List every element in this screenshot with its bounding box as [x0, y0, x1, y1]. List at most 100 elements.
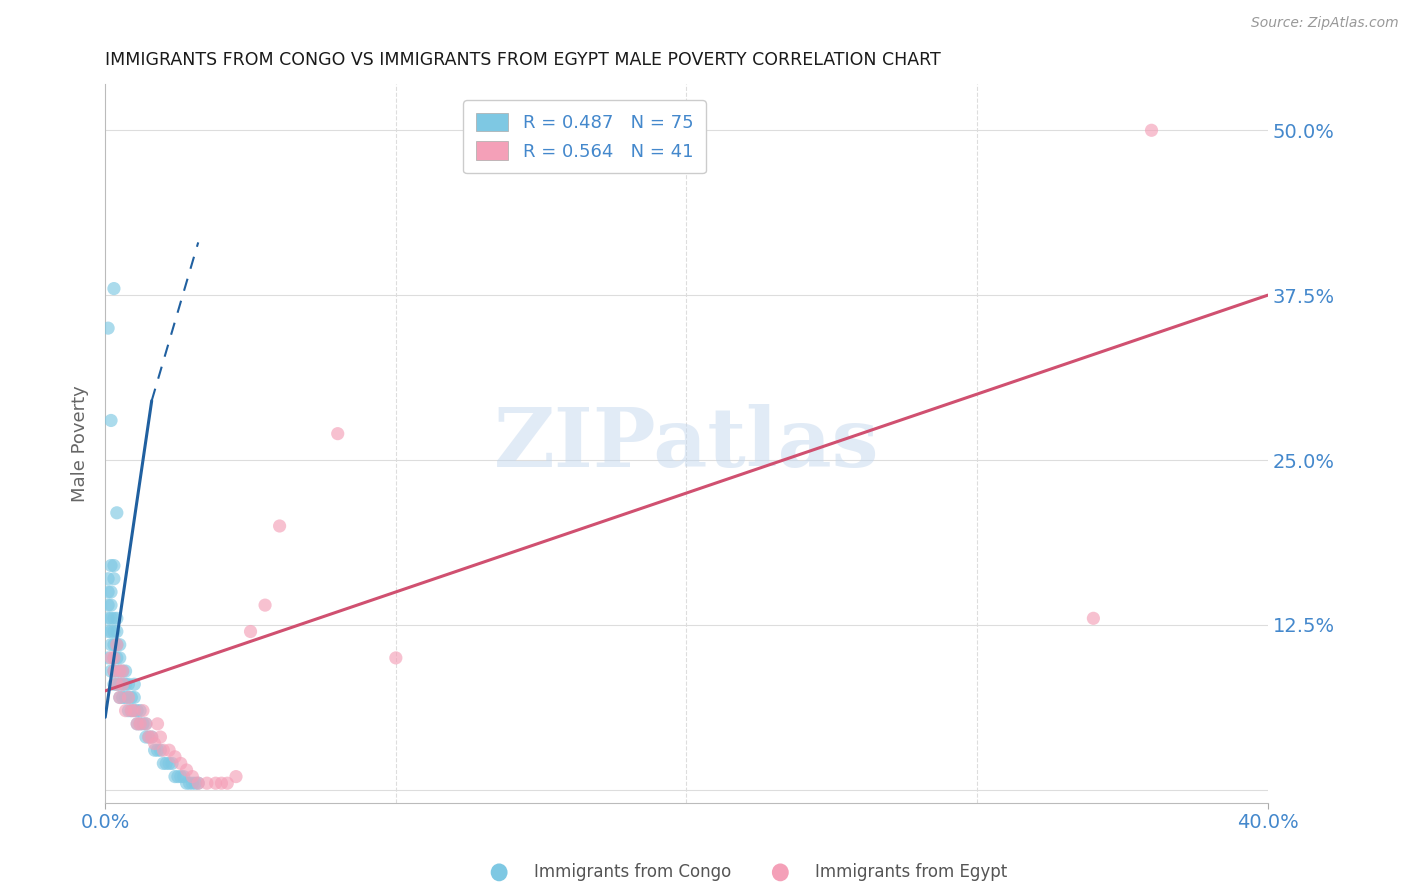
Point: [141, 730, 163, 744]
Point: [117, 677, 139, 691]
Point: [105, 677, 128, 691]
Point: [105, 506, 128, 520]
Point: [132, 704, 155, 718]
Point: [108, 664, 131, 678]
Point: [120, 704, 142, 718]
Point: [225, 770, 247, 784]
Point: [114, 690, 136, 705]
Point: [114, 677, 136, 691]
Point: [108, 638, 131, 652]
Point: [170, 770, 193, 784]
Point: [100, 413, 122, 427]
Point: [111, 677, 134, 691]
Point: [105, 651, 128, 665]
Point: [100, 664, 122, 678]
Text: Immigrants from Egypt: Immigrants from Egypt: [815, 863, 1008, 881]
Point: [146, 716, 169, 731]
Point: [97, 321, 120, 335]
Point: [100, 651, 122, 665]
Point: [195, 776, 218, 790]
Point: [149, 743, 172, 757]
Point: [97, 585, 120, 599]
Point: [127, 716, 149, 731]
Point: [114, 704, 136, 718]
Point: [103, 572, 125, 586]
Y-axis label: Male Poverty: Male Poverty: [72, 385, 89, 502]
Point: [114, 664, 136, 678]
Point: [141, 730, 163, 744]
Point: [117, 690, 139, 705]
Legend: R = 0.487   N = 75, R = 0.564   N = 41: R = 0.487 N = 75, R = 0.564 N = 41: [463, 100, 706, 173]
Point: [103, 651, 125, 665]
Point: [97, 611, 120, 625]
Point: [105, 624, 128, 639]
Point: [239, 624, 262, 639]
Point: [103, 611, 125, 625]
Point: [108, 664, 131, 678]
Point: [170, 756, 193, 771]
Point: [103, 677, 125, 691]
Point: [152, 743, 174, 757]
Point: [105, 611, 128, 625]
Text: ZIPatlas: ZIPatlas: [494, 403, 879, 483]
Point: [108, 690, 131, 705]
Point: [117, 690, 139, 705]
Point: [129, 716, 152, 731]
Point: [100, 598, 122, 612]
Point: [157, 743, 180, 757]
Point: [385, 651, 408, 665]
Point: [138, 730, 160, 744]
Point: [105, 638, 128, 652]
Point: [129, 704, 152, 718]
Point: [326, 426, 349, 441]
Point: [155, 756, 177, 771]
Point: [176, 763, 198, 777]
Point: [100, 558, 122, 573]
Point: [269, 519, 291, 533]
Point: [117, 704, 139, 718]
Point: [167, 770, 190, 784]
Point: [111, 664, 134, 678]
Point: [108, 651, 131, 665]
Point: [184, 776, 207, 790]
Point: [111, 677, 134, 691]
Point: [163, 770, 186, 784]
Point: [103, 664, 125, 678]
Point: [135, 716, 157, 731]
Point: [187, 776, 209, 790]
Point: [160, 756, 183, 771]
Point: [100, 624, 122, 639]
Point: [111, 690, 134, 705]
Point: [105, 638, 128, 652]
Point: [124, 704, 146, 718]
Point: [129, 716, 152, 731]
Point: [105, 664, 128, 678]
Point: [100, 638, 122, 652]
Point: [111, 664, 134, 678]
Point: [146, 743, 169, 757]
Point: [187, 776, 209, 790]
Point: [181, 770, 204, 784]
Point: [135, 730, 157, 744]
Point: [163, 749, 186, 764]
Point: [176, 776, 198, 790]
Point: [124, 690, 146, 705]
Point: [100, 611, 122, 625]
Point: [124, 704, 146, 718]
Point: [97, 624, 120, 639]
Point: [179, 776, 201, 790]
Point: [103, 664, 125, 678]
Point: [1140, 123, 1163, 137]
Point: [204, 776, 226, 790]
Point: [105, 677, 128, 691]
Point: [120, 690, 142, 705]
Text: Immigrants from Congo: Immigrants from Congo: [534, 863, 731, 881]
Point: [103, 558, 125, 573]
Point: [143, 737, 166, 751]
Point: [254, 598, 277, 612]
Point: [108, 690, 131, 705]
Point: [149, 730, 172, 744]
Point: [127, 704, 149, 718]
Text: IMMIGRANTS FROM CONGO VS IMMIGRANTS FROM EGYPT MALE POVERTY CORRELATION CHART: IMMIGRANTS FROM CONGO VS IMMIGRANTS FROM…: [105, 51, 941, 69]
Point: [132, 716, 155, 731]
